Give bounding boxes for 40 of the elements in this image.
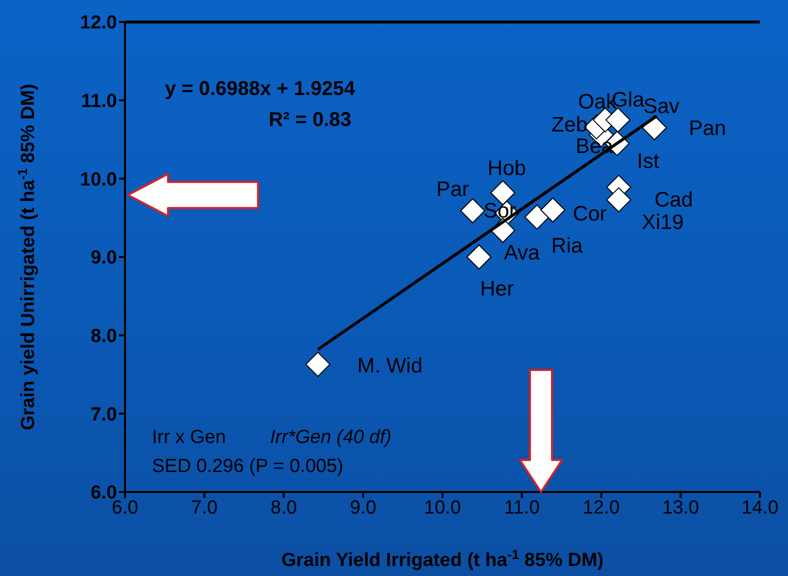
annotation: Cor	[572, 202, 607, 226]
annotation: y = 0.6988x + 1.9254	[164, 78, 356, 100]
annotation: Pan	[688, 117, 726, 140]
annotation: Sav	[643, 95, 680, 118]
y-tick-label: 9.0	[90, 248, 117, 269]
y-tick-label: 8.0	[90, 326, 117, 348]
annotation: Her	[480, 277, 514, 300]
x-tick-label: 8.0	[270, 497, 297, 518]
annotation: R² = 0.83	[268, 109, 352, 131]
annotation: Zeb	[551, 113, 588, 136]
x-tick-label: 14.0	[742, 497, 778, 518]
y-tick-label: 11.0	[81, 91, 117, 112]
point	[540, 198, 566, 222]
annotation: Irr*Gen (40 df)	[270, 427, 392, 448]
annotation: SED 0.296 (P = 0.005)	[152, 456, 344, 477]
point	[460, 198, 486, 224]
y-tick-label: 7.0	[90, 404, 117, 426]
x-tick-label: 10.0	[424, 497, 461, 518]
annotation: Par	[436, 178, 470, 202]
point	[466, 244, 492, 270]
y-tick-label: 12.0	[80, 12, 117, 34]
point	[524, 204, 550, 230]
annotation: Ist	[637, 150, 660, 173]
point	[605, 107, 630, 132]
x-tick-label: 9.0	[350, 497, 376, 518]
annotation: Ria	[551, 234, 584, 258]
x-tick-label: 11.0	[504, 497, 540, 518]
annotation: M. Wid	[357, 354, 423, 378]
point	[305, 352, 330, 377]
y-tick-label: 10.0	[80, 169, 117, 190]
x-tick-label: 12.0	[582, 497, 620, 518]
x-axis-title: Grain Yield Irrigated (t ha$^{-1}$ 85% DM)	[281, 546, 604, 571]
annotation: Cad	[654, 188, 693, 212]
x-tick-label: 7.0	[191, 497, 218, 518]
annotation: Xi19	[642, 211, 684, 234]
annotation: Irr x Gen	[152, 427, 226, 448]
annotation: Hob	[488, 157, 526, 180]
point	[606, 187, 632, 212]
x-tick-label: 13.0	[662, 497, 700, 518]
annotation: Ava	[504, 242, 540, 265]
